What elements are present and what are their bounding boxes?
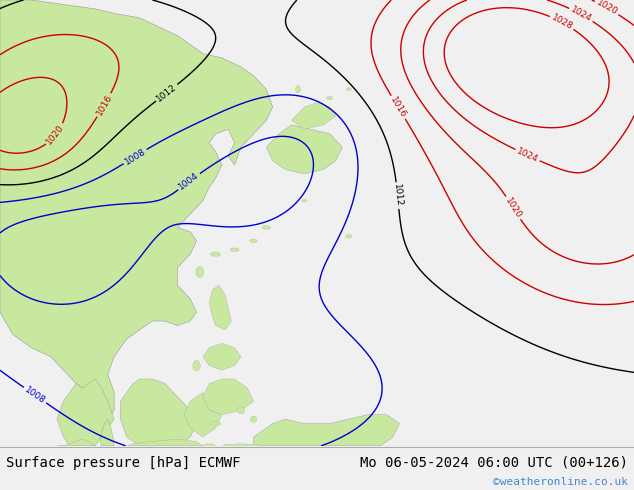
Text: 1024: 1024 xyxy=(515,147,540,164)
Polygon shape xyxy=(100,419,114,446)
Text: 1012: 1012 xyxy=(392,184,403,207)
Text: 1008: 1008 xyxy=(123,147,147,167)
Ellipse shape xyxy=(247,444,260,448)
Ellipse shape xyxy=(231,443,250,448)
Text: 1008: 1008 xyxy=(23,385,47,405)
Text: 1024: 1024 xyxy=(569,5,593,24)
Ellipse shape xyxy=(193,360,200,371)
Polygon shape xyxy=(266,125,342,174)
Ellipse shape xyxy=(237,407,245,414)
Ellipse shape xyxy=(223,444,233,448)
Polygon shape xyxy=(203,343,241,370)
Polygon shape xyxy=(0,0,273,419)
Text: ©weatheronline.co.uk: ©weatheronline.co.uk xyxy=(493,477,628,487)
Polygon shape xyxy=(254,415,399,446)
Polygon shape xyxy=(120,379,197,446)
Ellipse shape xyxy=(203,443,216,448)
Ellipse shape xyxy=(250,416,257,422)
Ellipse shape xyxy=(250,239,257,243)
Ellipse shape xyxy=(295,86,301,93)
Polygon shape xyxy=(209,285,231,330)
Ellipse shape xyxy=(262,225,271,229)
Polygon shape xyxy=(292,102,336,129)
Text: 1012: 1012 xyxy=(155,82,179,103)
Ellipse shape xyxy=(210,421,221,426)
Text: 1020: 1020 xyxy=(503,196,523,220)
Text: Mo 06-05-2024 06:00 UTC (00+126): Mo 06-05-2024 06:00 UTC (00+126) xyxy=(359,456,628,469)
Text: 1028: 1028 xyxy=(550,13,574,32)
Text: 1020: 1020 xyxy=(45,123,67,147)
Ellipse shape xyxy=(327,97,333,100)
Polygon shape xyxy=(57,439,95,446)
Ellipse shape xyxy=(302,199,307,202)
Text: Surface pressure [hPa] ECMWF: Surface pressure [hPa] ECMWF xyxy=(6,456,241,469)
Ellipse shape xyxy=(346,235,352,238)
Text: 1020: 1020 xyxy=(595,0,619,17)
Text: 1016: 1016 xyxy=(389,95,408,120)
Text: 1016: 1016 xyxy=(94,93,114,117)
Polygon shape xyxy=(184,392,222,437)
Ellipse shape xyxy=(210,252,221,256)
Ellipse shape xyxy=(230,248,239,251)
Polygon shape xyxy=(203,379,254,415)
Ellipse shape xyxy=(346,88,351,91)
Polygon shape xyxy=(127,439,203,446)
Text: 1004: 1004 xyxy=(178,171,201,192)
Polygon shape xyxy=(57,379,114,446)
Ellipse shape xyxy=(196,267,204,277)
